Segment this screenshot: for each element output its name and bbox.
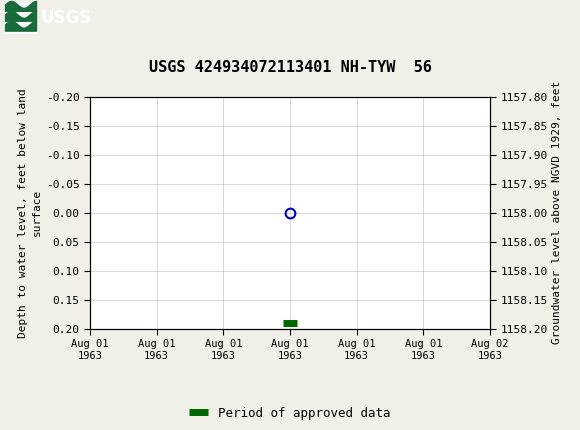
Text: USGS 424934072113401 NH-TYW  56: USGS 424934072113401 NH-TYW 56 (148, 60, 432, 75)
Bar (4, 3, 37, 34)
Y-axis label: Depth to water level, feet below land
surface: Depth to water level, feet below land su… (17, 88, 42, 338)
Legend: Period of approved data: Period of approved data (184, 402, 396, 425)
Text: USGS: USGS (40, 9, 91, 27)
Y-axis label: Groundwater level above NGVD 1929, feet: Groundwater level above NGVD 1929, feet (552, 81, 562, 344)
